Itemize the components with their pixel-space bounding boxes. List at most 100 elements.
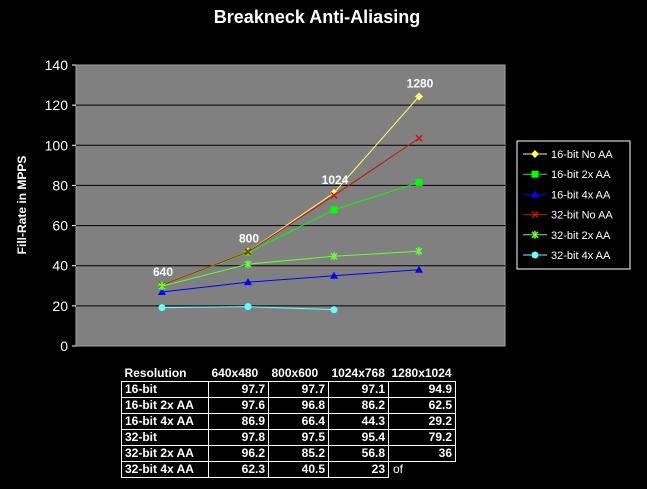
data-point <box>158 282 166 291</box>
table-row-label: 32-bit 4x AA <box>121 461 209 478</box>
legend-label: 16-bit 2x AA <box>551 169 611 181</box>
table-cell: 40.5 <box>268 461 329 478</box>
table-blank-cell <box>456 366 463 382</box>
data-point <box>244 278 252 286</box>
data-point <box>330 306 338 314</box>
table-blank-cell <box>456 430 463 446</box>
y-tick-label: 60 <box>52 218 68 234</box>
point-label: 640 <box>153 265 173 279</box>
table-header-cell: Resolution <box>124 366 187 380</box>
legend-box <box>516 140 631 270</box>
chart-title: Breakneck Anti-Aliasing <box>214 7 420 27</box>
data-point <box>531 211 539 219</box>
data-point <box>531 150 539 158</box>
y-tick-label: 40 <box>52 258 68 274</box>
table-cell: 62.3 <box>208 461 269 478</box>
data-point <box>330 271 338 279</box>
table-blank-cell <box>456 446 463 462</box>
table-cell: 85.2 <box>268 445 329 462</box>
table-cell: 97.5 <box>268 429 329 446</box>
legend-label: 16-bit 4x AA <box>551 189 611 201</box>
table-row-label: 32-bit <box>121 429 209 446</box>
legend: 16-bit No AA 16-bit 2x AA 16-bit 4x AA 32-b… <box>516 140 631 270</box>
table-row: 32-bit 97.8 97.5 95.4 79.2 <box>121 429 463 446</box>
table-cell: 23 <box>328 461 389 478</box>
table-cell: 86.2 <box>328 397 389 414</box>
table-header-cell: 1024x768 <box>331 366 385 380</box>
table-row-label: 16-bit 2x AA <box>121 397 209 414</box>
data-point <box>415 247 423 256</box>
table-cell: of <box>393 462 404 477</box>
point-label: 800 <box>239 232 259 246</box>
data-point <box>330 191 338 199</box>
table-blank-cell <box>456 398 463 414</box>
table-cell: 62.5 <box>388 397 456 414</box>
legend-label: 32-bit No AA <box>551 210 613 222</box>
data-point <box>244 248 252 256</box>
gridlines <box>76 104 505 307</box>
point-label: 1280 <box>407 77 434 91</box>
series-line <box>161 250 420 287</box>
table-row-label: 16-bit <box>121 381 209 398</box>
data-point <box>415 178 423 186</box>
table-row: 16-bit 2x AA 97.6 96.8 86.2 62.5 <box>121 397 463 414</box>
table-row: 16-bit 97.7 97.7 97.1 94.9 <box>121 381 463 398</box>
table-cell: 96.2 <box>208 445 269 462</box>
table-cell: 96.8 <box>268 397 329 414</box>
table-row: 16-bit 4x AA 86.9 66.4 44.3 29.2 <box>121 413 463 430</box>
table-header-row: Resolution 640x480 800x600 1024x768 1280… <box>122 366 463 382</box>
table-cell: 44.3 <box>328 413 389 430</box>
data-point <box>531 230 539 239</box>
table-header-cell: 640x480 <box>211 366 259 380</box>
data-point <box>531 190 539 198</box>
data-point <box>330 206 338 214</box>
table-blank-cell <box>456 462 463 478</box>
table-cell: 86.9 <box>208 413 269 430</box>
line-chart: Breakneck Anti-Aliasing 0 20 40 60 80 100 120 1… <box>15 7 631 354</box>
table-cell: 66.4 <box>268 413 329 430</box>
table-row-label: 32-bit 2x AA <box>121 445 209 462</box>
y-tick-label: 0 <box>60 338 68 354</box>
table-cell: 97.7 <box>268 381 329 398</box>
data-point <box>330 188 338 197</box>
y-axis-ticks: 0 20 40 60 80 100 120 140 <box>45 57 76 354</box>
table-cell: 97.1 <box>328 381 389 398</box>
legend-label: 32-bit 2x AA <box>551 230 611 242</box>
point-label: 1024 <box>322 173 349 187</box>
series-line <box>161 269 420 293</box>
data-point <box>415 92 423 101</box>
point-labels: 640 800 1024 1280 <box>153 77 434 280</box>
legend-label: 16-bit No AA <box>551 149 613 161</box>
y-axis-label: Fill-Rate in MPPS <box>15 156 29 255</box>
table-header-cell: 800x600 <box>271 366 319 380</box>
table-row: 32-bit 2x AA 96.2 85.2 56.8 36 <box>121 445 463 462</box>
data-point <box>531 251 539 259</box>
series-line <box>161 137 420 286</box>
data-point <box>415 134 423 142</box>
table-cell: 79.2 <box>388 429 456 446</box>
table-cell: 29.2 <box>388 413 456 430</box>
data-table: Resolution 640x480 800x600 1024x768 1280… <box>121 366 463 478</box>
plot-area <box>75 64 506 347</box>
y-tick-label: 120 <box>45 97 69 113</box>
legend-label: 32-bit 4x AA <box>551 250 611 262</box>
table-cell: 95.4 <box>328 429 389 446</box>
table-row: 32-bit 4x AA 62.3 40.5 23 of <box>121 461 463 478</box>
data-point <box>531 170 539 178</box>
data-point <box>244 260 252 269</box>
data-point <box>158 304 166 312</box>
table-cell: 97.8 <box>208 429 269 446</box>
y-tick-label: 100 <box>45 137 69 153</box>
table-cell: 94.9 <box>388 381 456 398</box>
table-blank-cell <box>456 382 463 398</box>
y-tick-label: 80 <box>52 177 68 193</box>
data-point <box>330 252 338 261</box>
table-blank-cell <box>456 414 463 430</box>
table-cell: 97.6 <box>208 397 269 414</box>
table-row-label: 16-bit 4x AA <box>121 413 209 430</box>
table-cell: 97.7 <box>208 381 269 398</box>
data-point <box>415 265 423 273</box>
table-cell: 36 <box>388 445 456 462</box>
series-layer <box>158 92 423 314</box>
y-tick-label: 20 <box>52 298 68 314</box>
